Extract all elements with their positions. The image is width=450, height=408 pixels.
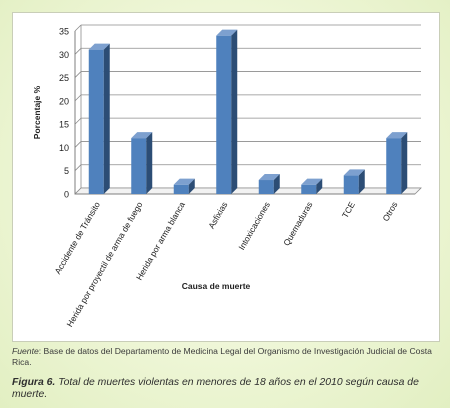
x-axis-title: Causa de muerte	[182, 281, 251, 291]
bar	[343, 175, 359, 194]
bar	[131, 138, 147, 194]
source-label: Fuente	[12, 346, 39, 356]
y-tick-label: 35	[59, 27, 69, 37]
bar-top	[301, 178, 323, 185]
y-tick-label: 15	[59, 120, 69, 130]
bar-side	[358, 169, 365, 194]
bar	[88, 49, 104, 194]
gridline-depth	[74, 117, 82, 125]
bar	[258, 180, 274, 194]
bar	[216, 35, 232, 195]
gridline-depth	[74, 164, 82, 171]
bar-top	[173, 178, 195, 185]
y-tick-label: 10	[59, 143, 69, 153]
y-tick-label: 5	[64, 166, 69, 176]
gridline-depth	[74, 48, 82, 55]
x-tick-label: Otros	[380, 200, 399, 223]
x-tick-label: Asfixias	[206, 200, 229, 230]
x-tick-label: TCE	[340, 200, 357, 220]
caption-text: Total de muertes violentas en menores de…	[12, 377, 419, 400]
floor	[74, 187, 422, 195]
source-note: Fuente: Base de datos del Departamento d…	[12, 346, 444, 368]
x-tick-label: Intoxicaciones	[236, 200, 272, 252]
bar-side	[146, 132, 153, 194]
figure-caption: Figura 6. Total de muertes violentas en …	[12, 377, 448, 401]
gridline-depth	[74, 94, 82, 102]
bar	[301, 184, 317, 194]
y-tick-label: 25	[59, 73, 69, 83]
bar-top	[258, 174, 280, 181]
x-tick-label: Quemaduras	[281, 200, 314, 248]
bar-side	[231, 29, 238, 195]
bar-side	[401, 132, 408, 194]
bar-top	[131, 132, 153, 139]
bar-top	[343, 169, 365, 176]
y-axis-title: Porcentaje %	[32, 85, 42, 139]
bar-side	[273, 174, 280, 194]
bar-side	[103, 43, 110, 194]
bar-top	[88, 43, 110, 50]
x-tick-label: Accidente de Tránsito	[52, 200, 102, 276]
bar-top	[386, 132, 408, 139]
bar-top	[216, 29, 238, 36]
y-tick-label: 20	[59, 96, 69, 106]
y-tick-label: 0	[64, 190, 69, 200]
source-text: : Base de datos del Departamento de Medi…	[12, 346, 432, 367]
x-tick-label: Herida por proyectil de arma de fuego	[64, 200, 144, 329]
bar	[386, 138, 402, 194]
gridline-depth	[74, 141, 82, 148]
x-tick-label: Herida por arma blanca	[134, 200, 187, 282]
caption-label: Figura 6.	[12, 377, 56, 388]
bar-side	[316, 178, 323, 194]
bar	[173, 184, 189, 194]
gridline-depth	[74, 24, 82, 32]
y-tick-label: 30	[59, 50, 69, 60]
bar-side	[188, 178, 195, 194]
gridline-depth	[74, 71, 82, 78]
chart-panel: 0 5 10 15 20 25 30 35 Accidente de Tránsito Herid…	[12, 12, 440, 342]
